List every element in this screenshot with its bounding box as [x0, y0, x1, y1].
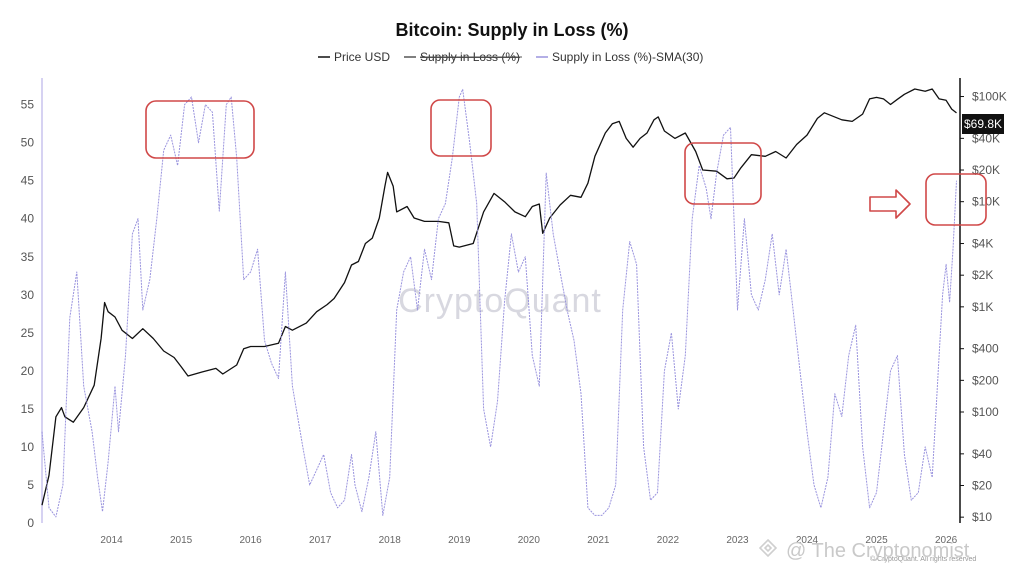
- axes: 0510152025303540455055$10$20$40$100$200$…: [21, 78, 1007, 546]
- x-tick-label: 2023: [726, 535, 749, 546]
- x-tick-label: 2020: [518, 535, 541, 546]
- right-tick-label: $400: [972, 342, 999, 356]
- watermark: CryptoQuant: [398, 282, 602, 320]
- right-tick-label: $1K: [972, 300, 993, 314]
- left-tick-label: 30: [21, 288, 35, 302]
- left-tick-label: 15: [21, 402, 35, 416]
- left-tick-label: 35: [21, 250, 35, 264]
- right-tick-label: $200: [972, 373, 999, 387]
- copyright-text: © CryptoQuant. All rights reserved: [870, 555, 976, 563]
- x-tick-label: 2021: [587, 535, 610, 546]
- left-tick-label: 0: [27, 516, 34, 530]
- x-tick-label: 2026: [935, 535, 958, 546]
- left-tick-label: 20: [21, 364, 35, 378]
- right-tick-label: $10: [972, 510, 992, 524]
- diamond-logo-icon: [758, 538, 778, 558]
- legend: Price USD Supply in Loss (%) Supply in L…: [318, 50, 703, 64]
- x-tick-label: 2018: [379, 535, 402, 546]
- highlight-box-2026: [925, 173, 987, 226]
- legend-item-supply-in-loss[interactable]: Supply in Loss (%): [404, 50, 522, 64]
- x-tick-label: 2025: [865, 535, 888, 546]
- left-tick-label: 55: [21, 98, 35, 112]
- legend-label-price: Price USD: [334, 50, 390, 64]
- x-tick-label: 2016: [240, 535, 263, 546]
- x-tick-label: 2014: [100, 535, 123, 546]
- x-tick-label: 2017: [309, 535, 332, 546]
- x-tick-label: 2019: [448, 535, 471, 546]
- chart-title: Bitcoin: Supply in Loss (%): [396, 20, 629, 40]
- x-tick-label: 2022: [657, 535, 680, 546]
- right-tick-label: $40: [972, 447, 992, 461]
- right-tick-label: $20K: [972, 163, 1000, 177]
- footer-credit-text: @ The Cryptonomist: [786, 540, 970, 562]
- right-tick-label: $40K: [972, 131, 1000, 145]
- left-tick-label: 50: [21, 136, 35, 150]
- legend-item-price[interactable]: Price USD: [318, 50, 390, 64]
- right-tick-label: $100K: [972, 90, 1007, 104]
- price-label-text: $69.8K: [964, 117, 1002, 131]
- left-tick-label: 45: [21, 174, 35, 188]
- x-tick-label: 2024: [796, 535, 819, 546]
- right-tick-label: $100: [972, 405, 999, 419]
- right-tick-label: $4K: [972, 237, 993, 251]
- supply-in-loss-sma-line: [41, 88, 957, 518]
- arrow-icon: [869, 189, 911, 219]
- highlight-box-2019: [430, 99, 492, 157]
- right-tick-label: $20: [972, 479, 992, 493]
- highlight-box-2015: [145, 100, 255, 159]
- left-tick-label: 25: [21, 326, 35, 340]
- right-tick-label: $2K: [972, 268, 993, 282]
- price-label-tag: $69.8K: [962, 114, 1004, 134]
- left-tick-label: 5: [27, 478, 34, 492]
- price-usd-line: [41, 88, 957, 506]
- annotation-boxes: [145, 99, 987, 226]
- left-tick-label: 40: [21, 212, 35, 226]
- x-tick-label: 2015: [170, 535, 193, 546]
- legend-label-sma: Supply in Loss (%)-SMA(30): [552, 50, 703, 64]
- left-tick-label: 10: [21, 440, 35, 454]
- legend-item-sma[interactable]: Supply in Loss (%)-SMA(30): [536, 50, 703, 64]
- highlight-box-2022: [684, 142, 762, 205]
- price-label-box: [962, 114, 1004, 134]
- series-layer: [41, 88, 957, 518]
- footer-credit: @ The Cryptonomist: [758, 538, 970, 562]
